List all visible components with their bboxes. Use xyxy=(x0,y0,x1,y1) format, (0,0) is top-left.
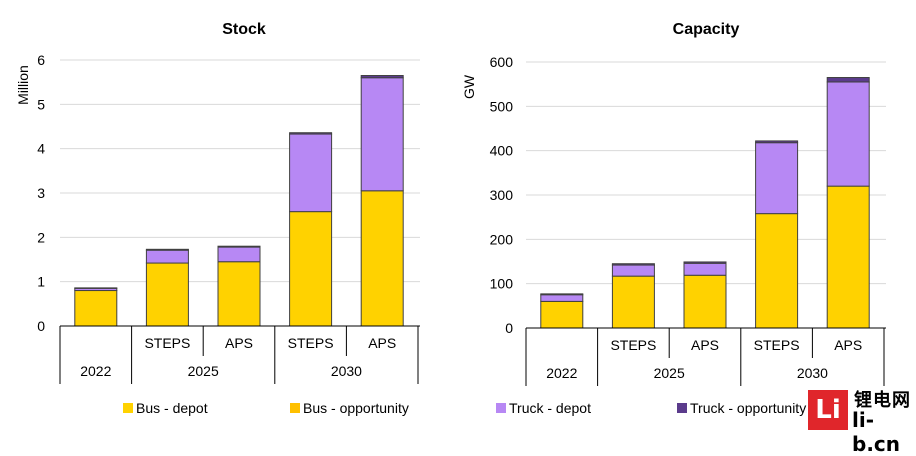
stock-x-group-label-1: 2025 xyxy=(188,363,219,379)
capacity-x-group-label-2: 2030 xyxy=(797,365,828,381)
capacity-bar-0-series-2 xyxy=(540,294,584,302)
stock-bar-4-series-3 xyxy=(360,75,404,79)
capacity-x-tick-2: APS xyxy=(691,337,719,353)
stock-bar-3-series-0 xyxy=(289,211,333,327)
stock-y-tick-0: 0 xyxy=(37,318,45,334)
stock-bar-0-series-3 xyxy=(74,287,118,289)
capacity-bar-4-series-3 xyxy=(826,77,870,83)
capacity-bar-4-series-0 xyxy=(826,185,870,329)
capacity-x-group-label-0: 2022 xyxy=(546,365,577,381)
stock-bar-0-series-0 xyxy=(74,290,118,327)
stock-bar-3-series-2 xyxy=(289,133,333,213)
capacity-y-tick-1: 100 xyxy=(490,276,514,292)
legend-swatch-truck-opportunity xyxy=(677,403,687,413)
watermark-logo: Li 锂电网 li-b.cn xyxy=(806,384,916,456)
watermark-cn: 锂电网 xyxy=(854,390,911,411)
stock-x-tick-1: STEPS xyxy=(144,335,190,351)
stock-x-tick-2: APS xyxy=(225,335,253,351)
legend-item-truck-depot: Truck - depot xyxy=(496,400,591,416)
stock-y-tick-5: 5 xyxy=(37,96,45,112)
capacity-bar-1-series-0 xyxy=(611,275,655,329)
stock-x-tick-4: APS xyxy=(368,335,396,351)
capacity-y-tick-0: 0 xyxy=(505,320,513,336)
capacity-bar-3-series-2 xyxy=(755,142,799,215)
legend-item-bus-depot: Bus - depot xyxy=(123,400,208,416)
legend-item-bus-opportunity: Bus - opportunity xyxy=(290,400,409,416)
stock-x-tick-3: STEPS xyxy=(288,335,334,351)
stock-y-tick-4: 4 xyxy=(37,141,45,157)
capacity-bar-0-series-3 xyxy=(540,293,584,296)
capacity-y-tick-2: 200 xyxy=(490,231,514,247)
capacity-bar-0-series-0 xyxy=(540,300,584,329)
legend-label-truck-opportunity: Truck - opportunity xyxy=(690,400,807,416)
stock-y-axis-label: Million xyxy=(15,65,31,105)
stock-y-tick-1: 1 xyxy=(37,274,45,290)
legend-swatch-bus-depot xyxy=(123,403,133,413)
capacity-bar-2-series-0 xyxy=(683,274,727,329)
stock-chart-title: Stock xyxy=(222,21,266,38)
capacity-bar-1-series-3 xyxy=(611,263,655,266)
capacity-bar-4-series-2 xyxy=(826,81,870,187)
charts-canvas: Stock Million 0 1 2 3 4 5 6 STEPS APS STEPS APS 2022 2… xyxy=(15,21,886,386)
capacity-y-axis-label: GW xyxy=(461,74,477,99)
watermark-url: li-b.cn xyxy=(852,408,901,456)
capacity-x-tick-3: STEPS xyxy=(754,337,800,353)
stock-bar-4-series-2 xyxy=(360,77,404,192)
stock-y-tick-3: 3 xyxy=(37,185,45,201)
legend-swatch-bus-opportunity xyxy=(290,403,300,413)
capacity-chart-title: Capacity xyxy=(673,21,740,38)
legend-label-bus-depot: Bus - depot xyxy=(136,400,208,416)
stock-y-tick-6: 6 xyxy=(37,52,45,68)
capacity-y-tick-3: 300 xyxy=(490,187,514,203)
stock-bar-1-series-2 xyxy=(145,249,189,264)
stock-x-group-label-2: 2030 xyxy=(331,363,362,379)
legend-label-truck-depot: Truck - depot xyxy=(509,400,591,416)
stock-y-tick-2: 2 xyxy=(37,229,45,245)
legend-swatch-truck-depot xyxy=(496,403,506,413)
stock-bar-2-series-2 xyxy=(217,246,261,263)
stock-x-group-label-0: 2022 xyxy=(80,363,111,379)
stock-bar-1-series-0 xyxy=(145,262,189,327)
capacity-bar-2-series-2 xyxy=(683,262,727,276)
capacity-x-tick-1: STEPS xyxy=(610,337,656,353)
capacity-bar-3-series-0 xyxy=(755,213,799,329)
capacity-x-tick-4: APS xyxy=(834,337,862,353)
legend: Bus - depot Bus - opportunity Truck - de… xyxy=(0,400,916,424)
capacity-bar-1-series-2 xyxy=(611,264,655,277)
legend-item-truck-opportunity: Truck - opportunity xyxy=(677,400,806,416)
watermark-mark-icon: Li xyxy=(808,390,848,430)
stock-bar-3-series-3 xyxy=(289,132,333,135)
stock-bar-4-series-0 xyxy=(360,190,404,327)
capacity-y-tick-6: 600 xyxy=(490,54,514,70)
legend-label-bus-opportunity: Bus - opportunity xyxy=(303,400,409,416)
stock-bar-2-series-0 xyxy=(217,261,261,327)
capacity-x-group-label-1: 2025 xyxy=(654,365,685,381)
capacity-y-tick-4: 400 xyxy=(490,143,514,159)
capacity-y-tick-5: 500 xyxy=(490,98,514,114)
stock-bar-1-series-3 xyxy=(145,248,189,251)
capacity-bar-3-series-3 xyxy=(755,140,799,144)
capacity-bar-2-series-3 xyxy=(683,261,727,264)
stock-bar-2-series-3 xyxy=(217,245,261,248)
